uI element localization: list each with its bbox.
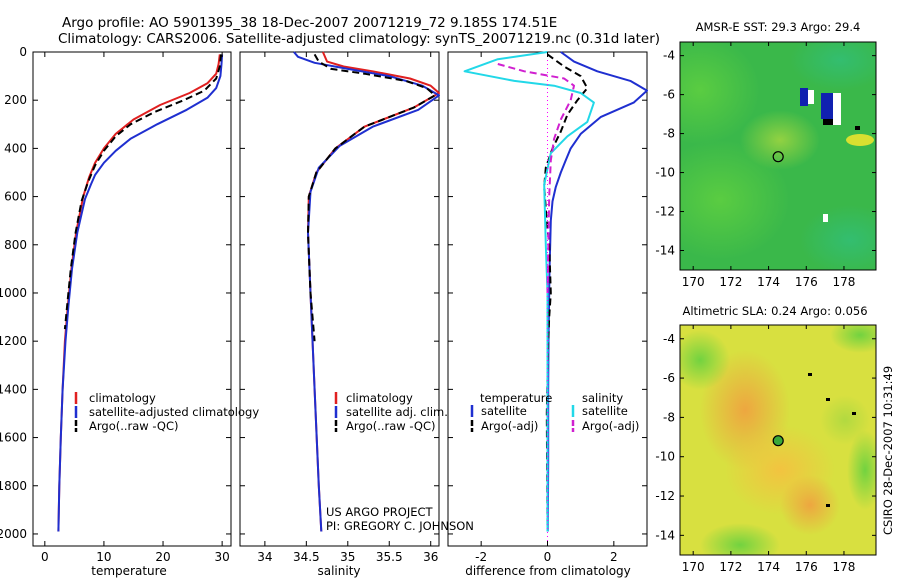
y-tick-label: 800 [4, 238, 27, 252]
temperature-xticks: 0 10 20 30 [41, 52, 230, 564]
y-tick-label: -8 [663, 127, 675, 141]
y-tick-label: 1800 [0, 479, 27, 493]
x-tick-label: 178 [833, 275, 856, 289]
x-tick-label: 176 [795, 560, 818, 574]
y-tick-label: 1200 [0, 334, 27, 348]
depth-axis-minor-ticks [33, 51, 647, 535]
series-line [463, 51, 595, 532]
x-tick-label: 34 [257, 550, 272, 564]
y-tick-label: 0 [19, 45, 27, 59]
salinity-series [293, 51, 440, 532]
x-tick-label: 20 [155, 550, 170, 564]
salinity-xticks: 34 34.5 35 35.5 36 [257, 52, 438, 564]
series-line [293, 51, 440, 532]
series-line [546, 51, 648, 532]
y-tick-label: 600 [4, 190, 27, 204]
x-tick-label: 170 [682, 275, 705, 289]
temperature-series [57, 54, 224, 532]
x-tick-label: 2 [610, 550, 618, 564]
temperature-xlabel: temperature [91, 564, 166, 578]
x-tick-label: 174 [757, 275, 780, 289]
depth-axis: 0 200 400 600 800 1000 1200 1400 1600 1800 2000 [0, 45, 27, 541]
x-tick-label: 176 [795, 275, 818, 289]
salinity-legend: climatology satellite adj. clim. Argo(..… [334, 391, 448, 433]
legend-header-temperature: temperature [480, 391, 552, 405]
y-tick-label: 1000 [0, 286, 27, 300]
sst-map-frame [679, 41, 877, 271]
legend-label-sal-satellite: satellite [582, 404, 628, 418]
difference-xlabel: difference from climatology [465, 564, 631, 578]
project-line-1: US ARGO PROJECT [326, 505, 434, 519]
title-line-2: Climatology: CARS2006. Satellite-adjuste… [58, 31, 660, 47]
x-tick-label: 34.5 [293, 550, 320, 564]
sla-map-title: Altimetric SLA: 0.24 Argo: 0.056 [682, 304, 867, 318]
y-tick-label: -6 [663, 88, 675, 102]
legend-label-argo: Argo(..raw -QC) [346, 419, 436, 433]
sla-float-marker [772, 435, 784, 447]
title-line-1: Argo profile: AO 5901395_38 18-Dec-2007 … [62, 15, 557, 31]
legend-label-climatology: climatology [346, 391, 413, 405]
y-tick-label: -8 [663, 410, 675, 424]
legend-label-climatology: climatology [89, 391, 156, 405]
sla-map-ticks: 170 172 174 176 178 -4 -6 -8 -10 -12 -14 [655, 325, 876, 574]
x-tick-label: -2 [475, 550, 487, 564]
y-tick-label: -4 [663, 332, 675, 346]
y-tick-label: 200 [4, 93, 27, 107]
x-tick-label: 36 [423, 550, 438, 564]
x-tick-label: 35 [340, 550, 355, 564]
x-tick-label: 172 [719, 560, 742, 574]
y-tick-label: 1400 [0, 382, 27, 396]
temperature-legend: climatology satellite-adjusted climatolo… [74, 391, 259, 433]
y-tick-label: -6 [663, 371, 675, 385]
legend-header-salinity: salinity [582, 391, 623, 405]
sst-map-title: AMSR-E SST: 29.3 Argo: 29.4 [696, 20, 861, 34]
sst-map-field [680, 42, 876, 270]
series-line [543, 53, 589, 532]
series-line [57, 54, 224, 532]
salinity-xlabel: salinity [317, 564, 360, 578]
y-tick-label: 1600 [0, 431, 27, 445]
sst-float-marker [772, 151, 784, 163]
y-tick-label: -10 [655, 166, 675, 180]
y-tick-label: -12 [655, 489, 675, 503]
x-tick-label: 10 [96, 550, 111, 564]
legend-label-satellite: satellite adj. clim. [346, 405, 448, 419]
temperature-panel [32, 51, 232, 547]
difference-xticks: -2 0 2 [475, 52, 618, 564]
x-tick-label: 174 [757, 560, 780, 574]
legend-label-sal-argo: Argo(-adj) [582, 419, 639, 433]
salinity-panel [239, 51, 440, 547]
legend-label-temp-satellite: satellite [481, 404, 527, 418]
x-tick-label: 0 [41, 550, 49, 564]
y-tick-label: -14 [655, 244, 675, 258]
x-tick-label: 35.5 [376, 550, 403, 564]
y-tick-label: -10 [655, 450, 675, 464]
series-line [307, 53, 436, 342]
project-line-2: PI: GREGORY C. JOHNSON [326, 519, 474, 533]
y-tick-label: 400 [4, 141, 27, 155]
y-tick-label: -4 [663, 49, 675, 63]
difference-legend: temperature salinity satellite Argo(-adj… [470, 391, 639, 433]
series-line [63, 54, 222, 330]
sst-map-ticks: 170 172 174 176 178 -4 -6 -8 -10 -12 -14 [655, 42, 876, 289]
series-line [57, 54, 221, 532]
legend-label-temp-argo: Argo(-adj) [481, 419, 538, 433]
x-tick-label: 178 [833, 560, 856, 574]
x-tick-label: 30 [214, 550, 229, 564]
y-tick-label: -12 [655, 205, 675, 219]
sla-map-frame [679, 324, 877, 556]
legend-label-satellite: satellite-adjusted climatology [89, 405, 259, 419]
credit-text: CSIRO 28-Dec-2007 10:31:49 [881, 366, 895, 535]
series-line [497, 63, 575, 294]
x-tick-label: 172 [719, 275, 742, 289]
x-tick-label: 170 [682, 560, 705, 574]
y-tick-label: 2000 [0, 527, 27, 541]
legend-label-argo: Argo(..raw -QC) [89, 419, 179, 433]
y-tick-label: -14 [655, 528, 675, 542]
x-tick-label: 0 [544, 550, 552, 564]
difference-series [463, 51, 648, 532]
